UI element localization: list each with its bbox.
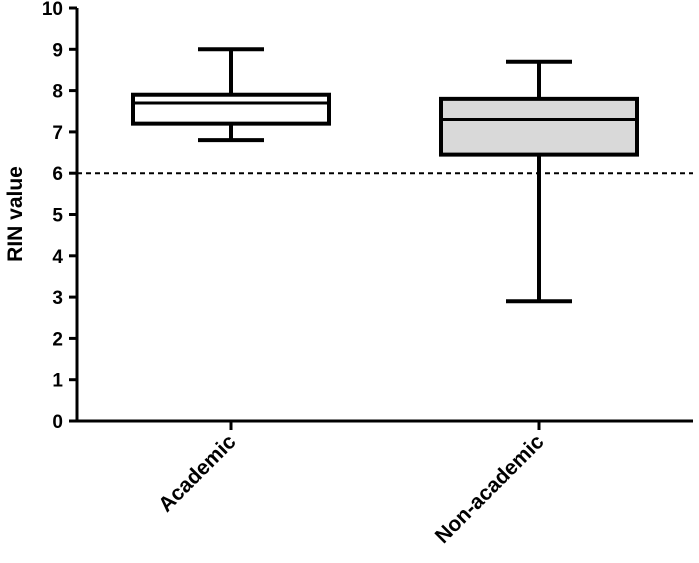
y-tick-label: 6 [52,164,63,185]
x-category-label: Academic [154,430,241,517]
y-tick-label: 10 [42,0,63,20]
y-tick-label: 8 [52,82,63,103]
x-axis: Academic Non-academic [75,419,693,548]
y-tick-label: 5 [52,206,63,227]
box-iqr [131,92,331,126]
y-tick-label: 4 [52,247,63,268]
y-tick-label: 3 [52,288,63,309]
box-non-academic [439,59,639,304]
y-tick-label: 7 [52,123,63,144]
box-iqr [439,96,639,157]
y-tick-label: 0 [52,412,63,433]
y-tick-label: 1 [52,371,63,392]
x-category-label: Non-academic [431,430,549,548]
y-axis-title: RIN value [4,166,27,262]
box-academic [131,47,331,143]
y-tick-label: 9 [52,40,63,61]
y-tick-label: 2 [52,329,63,350]
y-axis: 0 1 2 3 4 5 6 7 8 9 10 [42,0,79,433]
boxes [131,47,639,304]
